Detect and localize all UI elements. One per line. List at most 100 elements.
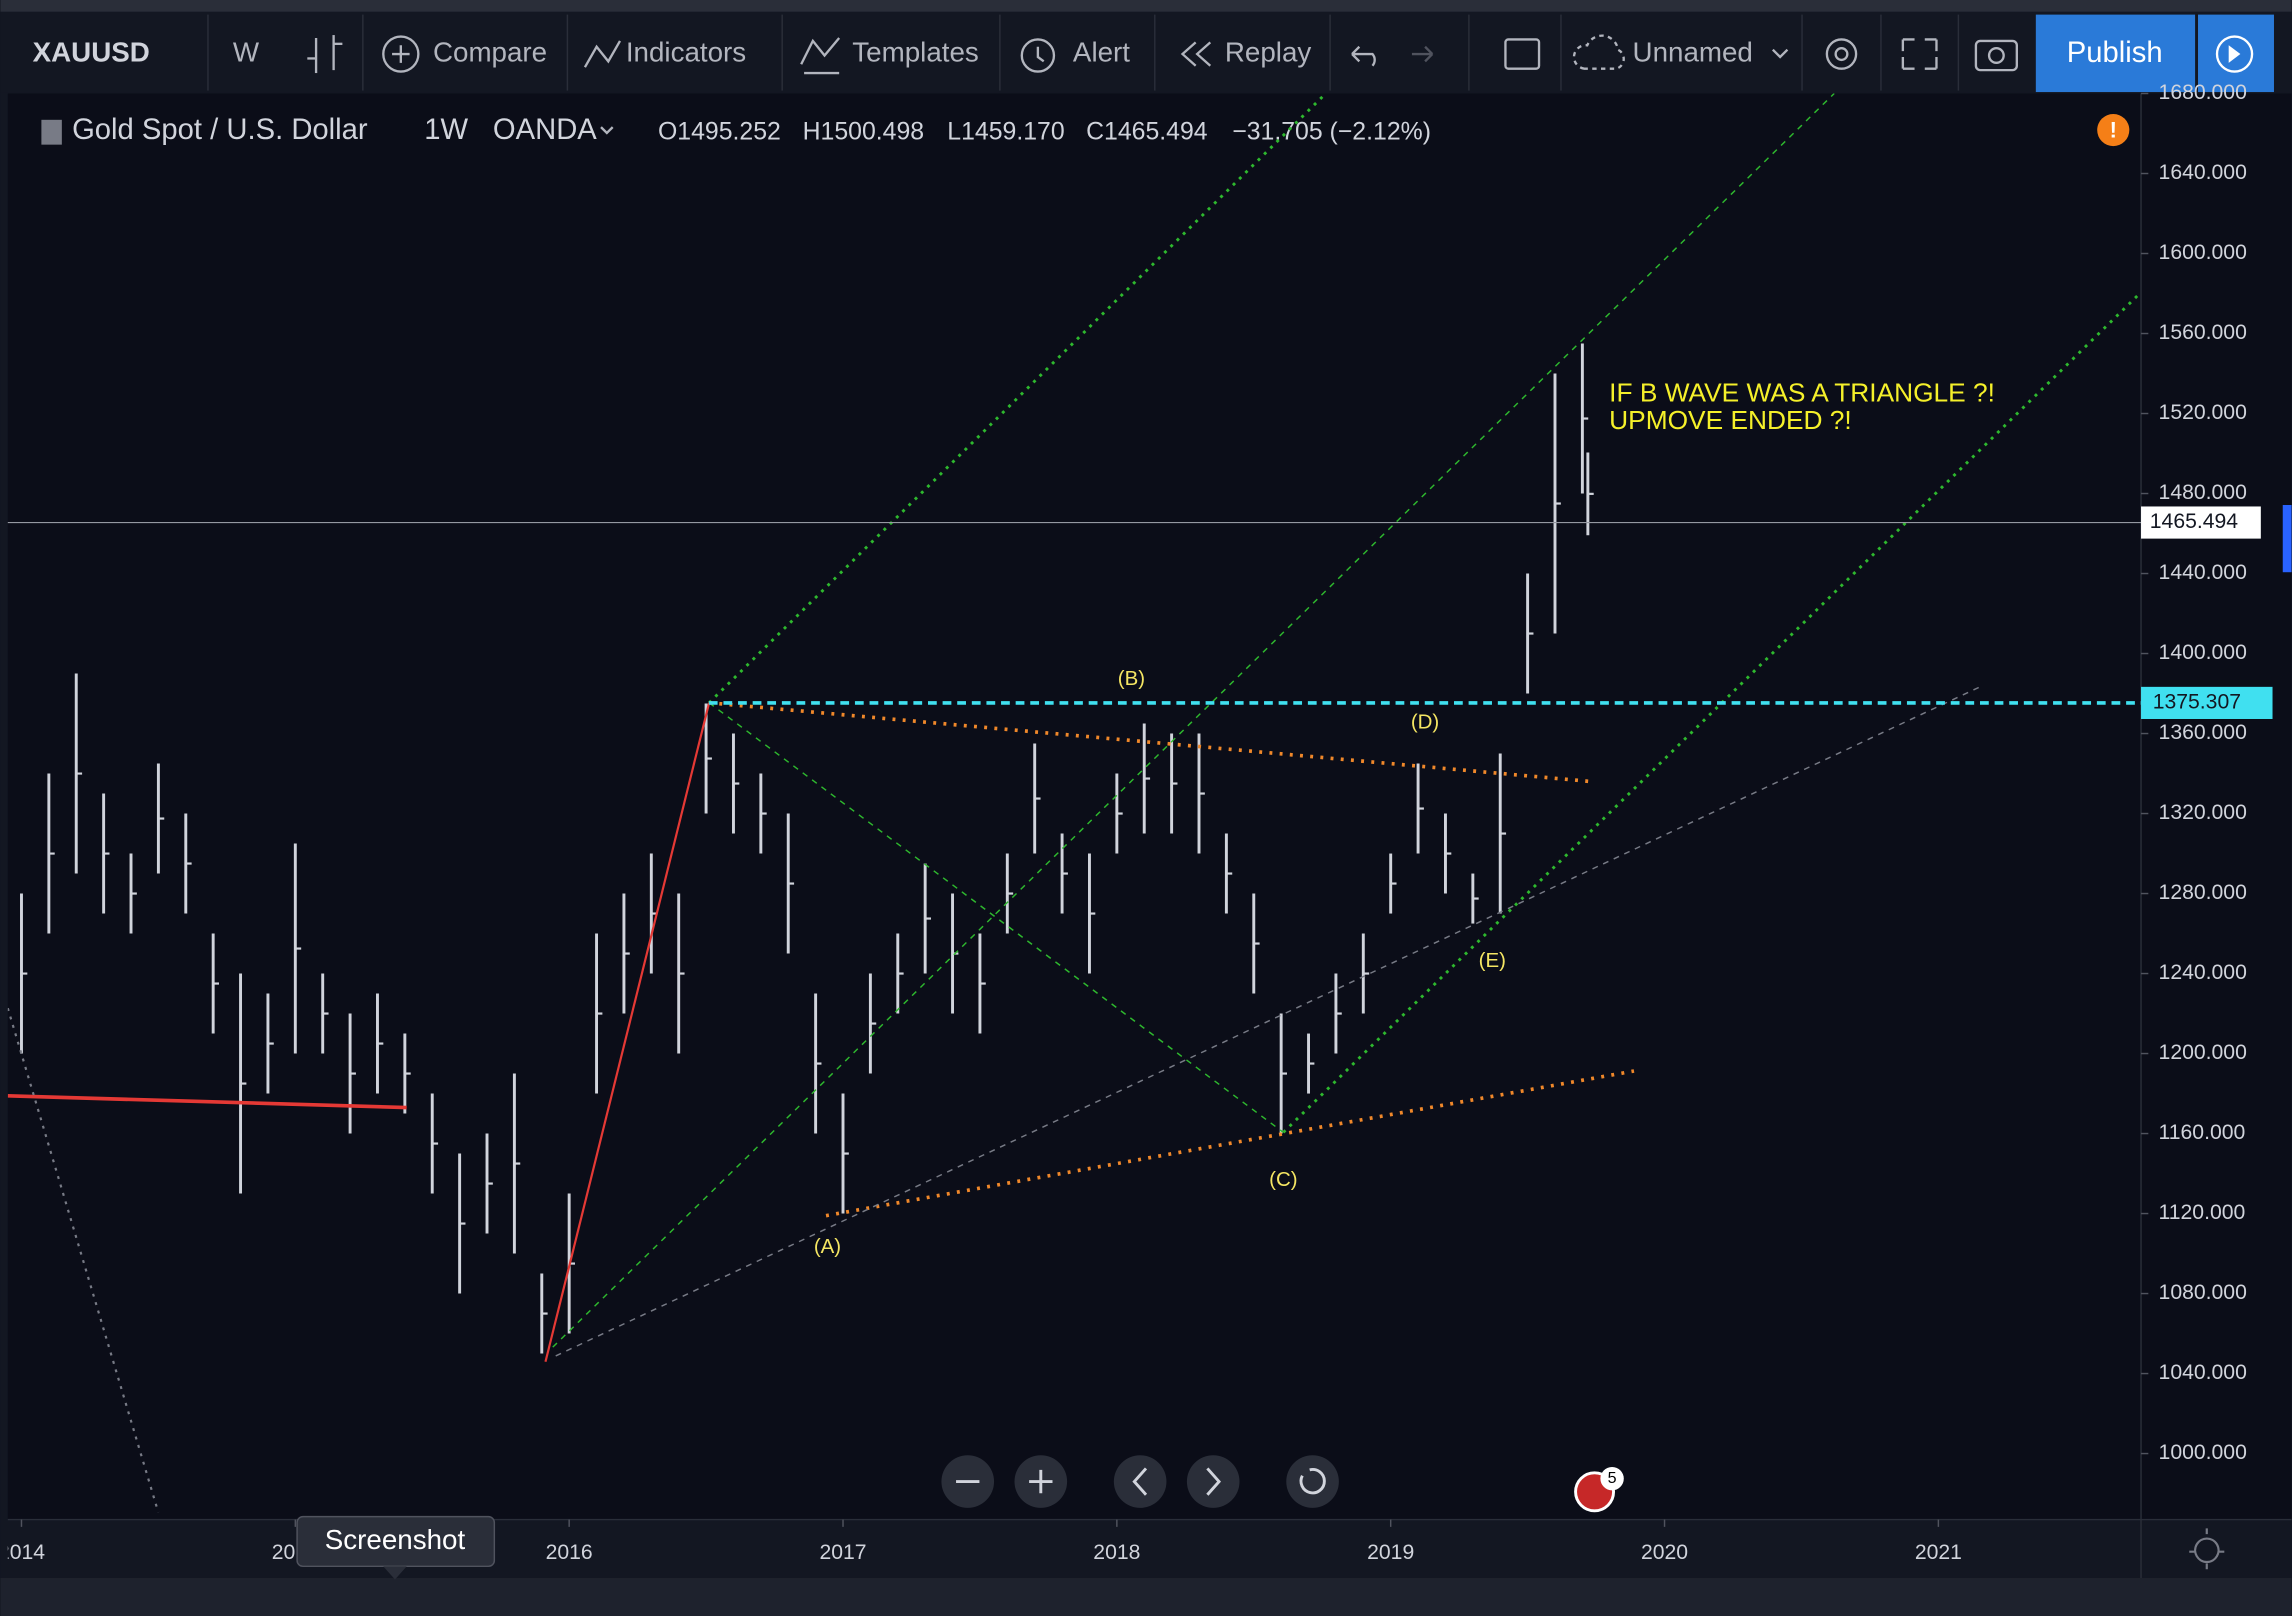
y-tick-label: 1520.000 bbox=[2159, 401, 2247, 424]
y-tick-label: 1400.000 bbox=[2159, 641, 2247, 664]
y-tick-label: 1000.000 bbox=[2159, 1441, 2247, 1464]
warning-icon[interactable] bbox=[2097, 113, 2130, 147]
publish-label[interactable]: Publish bbox=[2067, 37, 2163, 69]
legend-low: L1459.170 bbox=[947, 119, 1064, 146]
x-tick-label: 2020 bbox=[1641, 1541, 1688, 1564]
compare-icon[interactable] bbox=[382, 35, 420, 73]
legend-source[interactable]: OANDA bbox=[493, 114, 597, 146]
y-tick-label: 1200.000 bbox=[2159, 1041, 2247, 1064]
y-tick-label: 1280.000 bbox=[2159, 881, 2247, 904]
legend-open: O1495.252 bbox=[658, 119, 781, 146]
legend-change: −31.705 (−2.12%) bbox=[1232, 119, 1431, 146]
plot-area bbox=[7, 93, 2142, 1520]
legend-name: Gold Spot / U.S. Dollar bbox=[72, 114, 368, 146]
snapshot-icon[interactable] bbox=[1974, 39, 2018, 72]
stream-icon-play bbox=[2228, 45, 2241, 63]
events-badge bbox=[1600, 1466, 1624, 1491]
y-tick-label: 1560.000 bbox=[2159, 321, 2247, 344]
alert-icon[interactable] bbox=[1020, 38, 1056, 73]
drawings bbox=[7, 93, 2142, 1513]
bar-style-icon[interactable] bbox=[307, 35, 343, 74]
y-tick-label: 1360.000 bbox=[2159, 721, 2247, 744]
y-tick-label: 1160.000 bbox=[2159, 1121, 2246, 1144]
indicators-icon[interactable] bbox=[583, 40, 622, 68]
red-line bbox=[7, 1094, 407, 1110]
indicators[interactable]: Indicators bbox=[626, 36, 746, 67]
last-price-box bbox=[2141, 506, 2261, 539]
wave-label: (A) bbox=[814, 1235, 841, 1258]
legend-high: H1500.498 bbox=[803, 119, 925, 146]
stream-icon bbox=[2215, 35, 2254, 73]
y-tick-label: 1080.000 bbox=[2159, 1281, 2247, 1304]
axis-settings[interactable] bbox=[2189, 1528, 2225, 1570]
reset[interactable] bbox=[1286, 1455, 1339, 1508]
scroll-marker bbox=[2282, 505, 2292, 573]
top-strip bbox=[0, 0, 2292, 12]
warning-mark: ! bbox=[2110, 117, 2117, 142]
settings-icon[interactable] bbox=[1825, 38, 1858, 70]
price-axis bbox=[2141, 93, 2292, 1520]
fullscreen-icon[interactable] bbox=[1901, 38, 1938, 70]
wave-label: (D) bbox=[1411, 711, 1439, 734]
snapshot-lens bbox=[1987, 47, 2005, 64]
layout-icon[interactable] bbox=[1504, 38, 1541, 70]
y-tick-label: 1480.000 bbox=[2159, 481, 2247, 504]
publish-button[interactable] bbox=[2035, 14, 2196, 93]
settings-icon-core bbox=[1834, 47, 1849, 62]
green-dotted bbox=[1282, 291, 2142, 1134]
red-arrow bbox=[544, 702, 711, 1363]
annotation: IF B WAVE WAS A TRIANGLE ?! bbox=[1609, 377, 1995, 407]
x-tick-label: 2017 bbox=[819, 1541, 866, 1564]
x-tick-label: 2021 bbox=[1915, 1541, 1962, 1564]
wave-label: (C) bbox=[1269, 1168, 1297, 1191]
x-tick-label: 2014 bbox=[0, 1541, 45, 1564]
level-label: 1375.307 bbox=[2153, 691, 2241, 714]
templates-icon[interactable] bbox=[800, 37, 841, 75]
green-dashed bbox=[708, 702, 1284, 1133]
layout-dropdown[interactable] bbox=[1771, 48, 1789, 59]
nav-controls: 5 bbox=[941, 1455, 1624, 1513]
wave-label: (B) bbox=[1118, 667, 1145, 690]
legend-close: C1465.494 bbox=[1086, 119, 1208, 146]
symbol-flag bbox=[41, 119, 62, 145]
x-tick-label: 2019 bbox=[1367, 1541, 1414, 1564]
x-tick-label: 2018 bbox=[1093, 1541, 1140, 1564]
annotation: UPMOVE ENDED ?! bbox=[1609, 405, 1852, 435]
legend-interval: 1W bbox=[424, 114, 468, 146]
symbol[interactable]: XAUUSD bbox=[33, 36, 150, 67]
alert[interactable]: Alert bbox=[1073, 36, 1130, 67]
replay-icon[interactable] bbox=[1180, 41, 1212, 67]
level-box bbox=[2141, 686, 2273, 719]
y-tick-label: 1680.000 bbox=[2159, 81, 2247, 104]
templates[interactable]: Templates bbox=[852, 36, 978, 67]
redo-icon[interactable] bbox=[1411, 45, 1434, 63]
undo-icon[interactable] bbox=[1351, 45, 1376, 67]
replay[interactable]: Replay bbox=[1225, 36, 1312, 67]
compare-icon-plus bbox=[392, 45, 410, 63]
grey-dashed bbox=[555, 686, 1981, 1357]
alert-icon-hand bbox=[1036, 46, 1045, 63]
separators bbox=[207, 14, 1960, 91]
scroll-left[interactable] bbox=[1113, 1455, 1167, 1508]
y-tick-label: 1440.000 bbox=[2159, 561, 2247, 584]
y-tick-label: 1120.000 bbox=[2159, 1201, 2246, 1224]
wave-label: (E) bbox=[1479, 949, 1506, 972]
bottom-bar bbox=[0, 1578, 2292, 1616]
legend-dropdown[interactable] bbox=[600, 126, 614, 135]
grey-dotted bbox=[7, 1007, 160, 1513]
y-tick-label: 1040.000 bbox=[2159, 1361, 2247, 1384]
layout-name[interactable]: Unnamed bbox=[1633, 36, 1753, 67]
y-tick-label: 1240.000 bbox=[2159, 961, 2247, 984]
last-price-label: 1465.494 bbox=[2150, 510, 2239, 533]
events-count: 5 bbox=[1608, 1469, 1617, 1487]
scroll-right[interactable] bbox=[1186, 1455, 1240, 1508]
tooltip-arrow bbox=[383, 1566, 407, 1580]
compare[interactable]: Compare bbox=[433, 36, 547, 67]
interval[interactable]: W bbox=[233, 36, 260, 67]
cloud-icon[interactable] bbox=[1572, 34, 1625, 70]
y-tick-label: 1320.000 bbox=[2159, 801, 2247, 824]
y-tick-label: 1640.000 bbox=[2159, 161, 2247, 184]
tooltip-text: Screenshot bbox=[325, 1524, 466, 1555]
toolbar bbox=[0, 0, 2292, 93]
